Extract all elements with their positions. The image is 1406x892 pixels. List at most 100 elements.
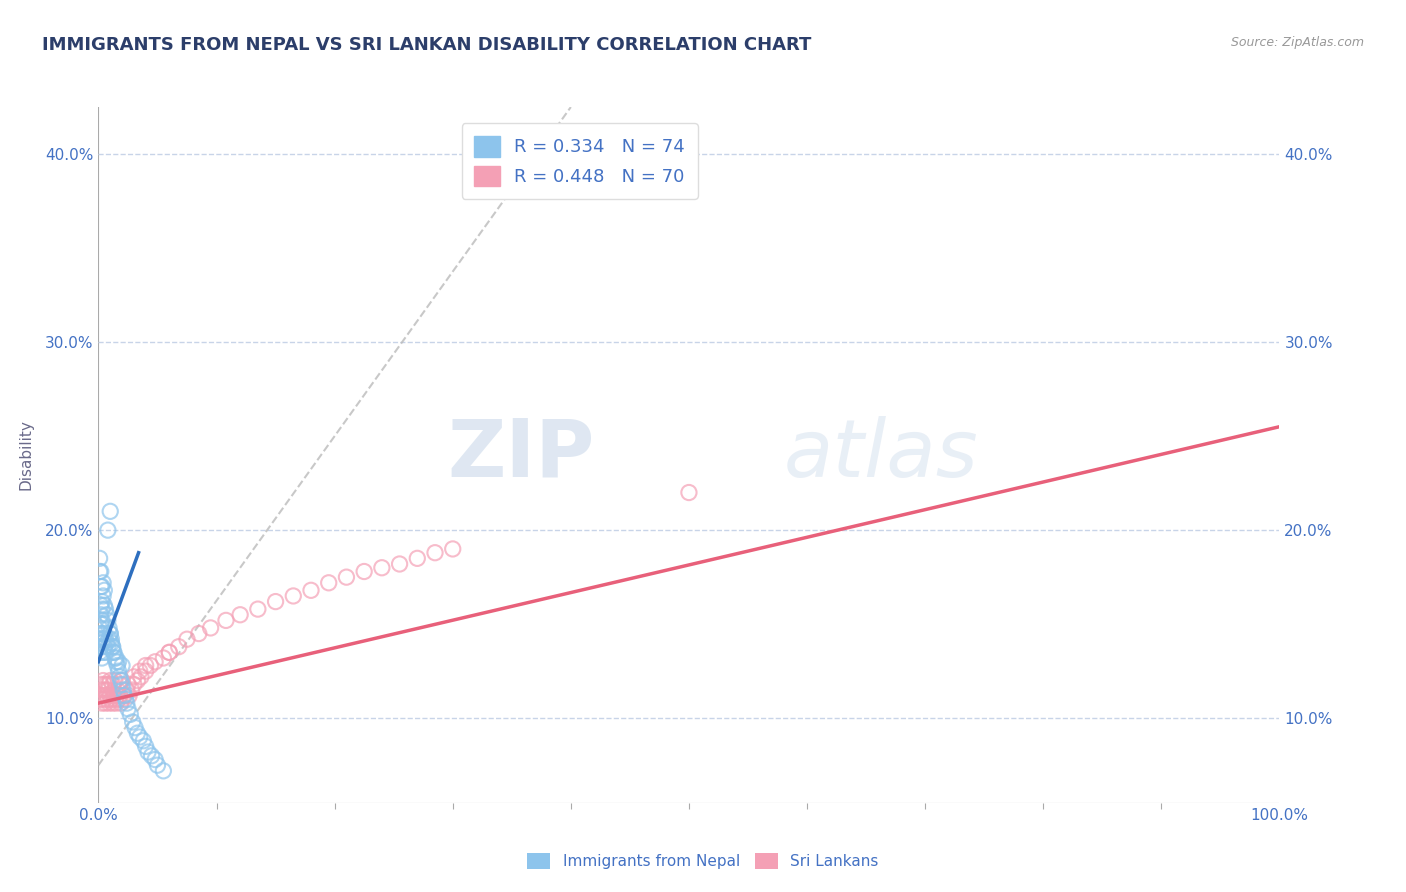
Point	[129, 670, 152, 684]
Point	[96, 607, 118, 622]
Point	[91, 673, 114, 688]
Point	[90, 617, 112, 632]
Point	[105, 683, 128, 698]
Point	[90, 640, 112, 654]
Point	[105, 651, 128, 665]
Point	[229, 607, 252, 622]
Point	[117, 677, 139, 691]
Point	[146, 758, 169, 772]
Point	[299, 583, 322, 598]
Y-axis label: Disability: Disability	[18, 419, 34, 491]
Point	[152, 764, 174, 778]
Point	[128, 664, 150, 678]
Point	[406, 551, 429, 566]
Point	[90, 626, 112, 640]
Point	[90, 565, 112, 579]
Point	[141, 748, 163, 763]
Point	[96, 689, 118, 703]
Point	[423, 546, 446, 560]
Point	[103, 689, 125, 703]
Point	[388, 557, 411, 571]
Point	[94, 602, 117, 616]
Point	[94, 632, 117, 647]
Point	[97, 692, 120, 706]
Point	[110, 696, 132, 710]
Point	[97, 640, 120, 654]
Point	[157, 645, 180, 659]
Point	[90, 599, 112, 613]
Point	[91, 614, 114, 628]
Point	[90, 607, 112, 622]
Point	[93, 583, 115, 598]
Point	[120, 707, 142, 722]
Point	[93, 677, 115, 691]
Point	[98, 626, 121, 640]
Point	[115, 696, 138, 710]
Point	[100, 632, 122, 647]
Point	[215, 614, 238, 628]
Point	[104, 651, 127, 665]
Point	[105, 689, 128, 703]
Point	[91, 602, 114, 616]
Point	[91, 594, 114, 608]
Point	[98, 632, 121, 647]
Point	[90, 580, 112, 594]
Point	[127, 726, 149, 740]
Point	[91, 617, 114, 632]
Point	[91, 580, 114, 594]
Point	[103, 645, 125, 659]
Point	[112, 683, 135, 698]
Point	[100, 636, 122, 650]
Point	[111, 677, 134, 691]
Point	[91, 632, 114, 647]
Point	[112, 689, 135, 703]
Point	[121, 714, 143, 729]
Point	[91, 626, 114, 640]
Point	[98, 504, 121, 518]
Point	[93, 640, 115, 654]
Point	[97, 523, 120, 537]
Point	[91, 589, 114, 603]
Point	[91, 651, 114, 665]
Point	[152, 651, 174, 665]
Point	[678, 485, 700, 500]
Point	[100, 692, 122, 706]
Point	[98, 696, 121, 710]
Point	[89, 632, 111, 647]
Point	[107, 664, 129, 678]
Point	[97, 683, 120, 698]
Point	[110, 673, 132, 688]
Point	[111, 692, 134, 706]
Point	[135, 739, 157, 754]
Point	[89, 689, 111, 703]
Point	[157, 645, 180, 659]
Point	[94, 683, 117, 698]
Point	[200, 621, 222, 635]
Point	[167, 640, 190, 654]
Point	[89, 621, 111, 635]
Text: atlas: atlas	[783, 416, 979, 494]
Point	[90, 677, 112, 691]
Point	[90, 692, 112, 706]
Point	[371, 560, 394, 574]
Point	[98, 677, 121, 691]
Point	[127, 673, 149, 688]
Point	[98, 621, 121, 635]
Point	[264, 594, 287, 608]
Point	[103, 645, 125, 659]
Point	[94, 645, 117, 659]
Point	[111, 658, 134, 673]
Legend: R = 0.334   N = 74, R = 0.448   N = 70: R = 0.334 N = 74, R = 0.448 N = 70	[461, 123, 697, 199]
Point	[111, 673, 134, 688]
Text: Source: ZipAtlas.com: Source: ZipAtlas.com	[1230, 36, 1364, 49]
Point	[101, 677, 124, 691]
Point	[94, 696, 117, 710]
Point	[89, 551, 111, 566]
Point	[101, 640, 124, 654]
Point	[98, 689, 121, 703]
Point	[104, 673, 127, 688]
Point	[91, 696, 114, 710]
Point	[91, 575, 114, 590]
Point	[98, 626, 121, 640]
Point	[114, 692, 136, 706]
